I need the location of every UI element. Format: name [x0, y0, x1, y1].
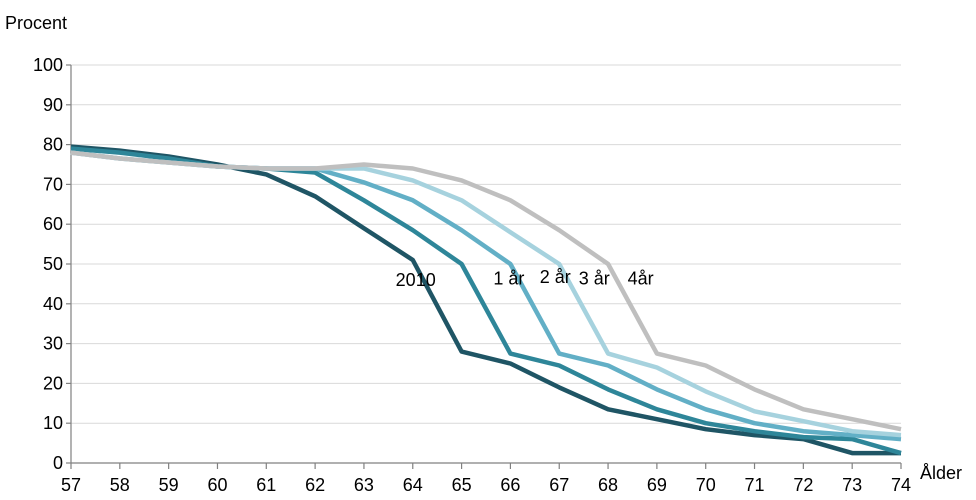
- x-tick-label: 67: [549, 475, 569, 495]
- x-tick-label: 58: [110, 475, 130, 495]
- y-tick-label: 10: [43, 413, 63, 433]
- y-tick-label: 80: [43, 135, 63, 155]
- series-label-3: 3 år: [579, 269, 610, 289]
- y-tick-label: 70: [43, 174, 63, 194]
- x-tick-label: 59: [159, 475, 179, 495]
- x-tick-label: 74: [891, 475, 911, 495]
- x-tick-label: 65: [452, 475, 472, 495]
- y-tick-label: 60: [43, 214, 63, 234]
- y-tick-label: 0: [53, 453, 63, 473]
- x-axis-title: Ålder: [920, 463, 962, 483]
- x-tick-label: 63: [354, 475, 374, 495]
- y-tick-label: 20: [43, 373, 63, 393]
- y-tick-label: 40: [43, 294, 63, 314]
- series-line-4: [70, 150, 902, 432]
- y-tick-label: 50: [43, 254, 63, 274]
- series-label-1: 1 år: [493, 269, 524, 289]
- x-tick-label: 61: [256, 475, 276, 495]
- series-label-2: 2 år: [540, 267, 571, 287]
- y-axis-title: Procent: [5, 13, 67, 33]
- series-label-4: 4år: [628, 269, 654, 289]
- x-tick-label: 72: [793, 475, 813, 495]
- y-tick-label: 100: [33, 55, 63, 75]
- series-labels: 2010 1 år 2 år 3 år 4år: [396, 267, 654, 290]
- y-tick-label: 90: [43, 95, 63, 115]
- x-tick-label: 60: [207, 475, 227, 495]
- series-line-1: [70, 146, 902, 456]
- series-line-3: [70, 150, 902, 438]
- gridlines: [71, 64, 901, 424]
- x-tick-label: 66: [500, 475, 520, 495]
- x-tick-label: 62: [305, 475, 325, 495]
- x-tick-label: 68: [598, 475, 618, 495]
- x-tick-label: 73: [842, 475, 862, 495]
- x-tick-label: 69: [647, 475, 667, 495]
- x-tick-label: 71: [745, 475, 765, 495]
- series-label-0: 2010: [396, 270, 436, 290]
- x-tick-label: 64: [403, 475, 423, 495]
- axes: 0 10 20 30 40 50 60 70 80 90 100 57 58 59 60 61 62 63 64 65…: [33, 55, 911, 495]
- y-tick-label: 30: [43, 334, 63, 354]
- x-tick-label: 70: [696, 475, 716, 495]
- x-tick-label: 57: [61, 475, 81, 495]
- series-lines: [70, 144, 902, 456]
